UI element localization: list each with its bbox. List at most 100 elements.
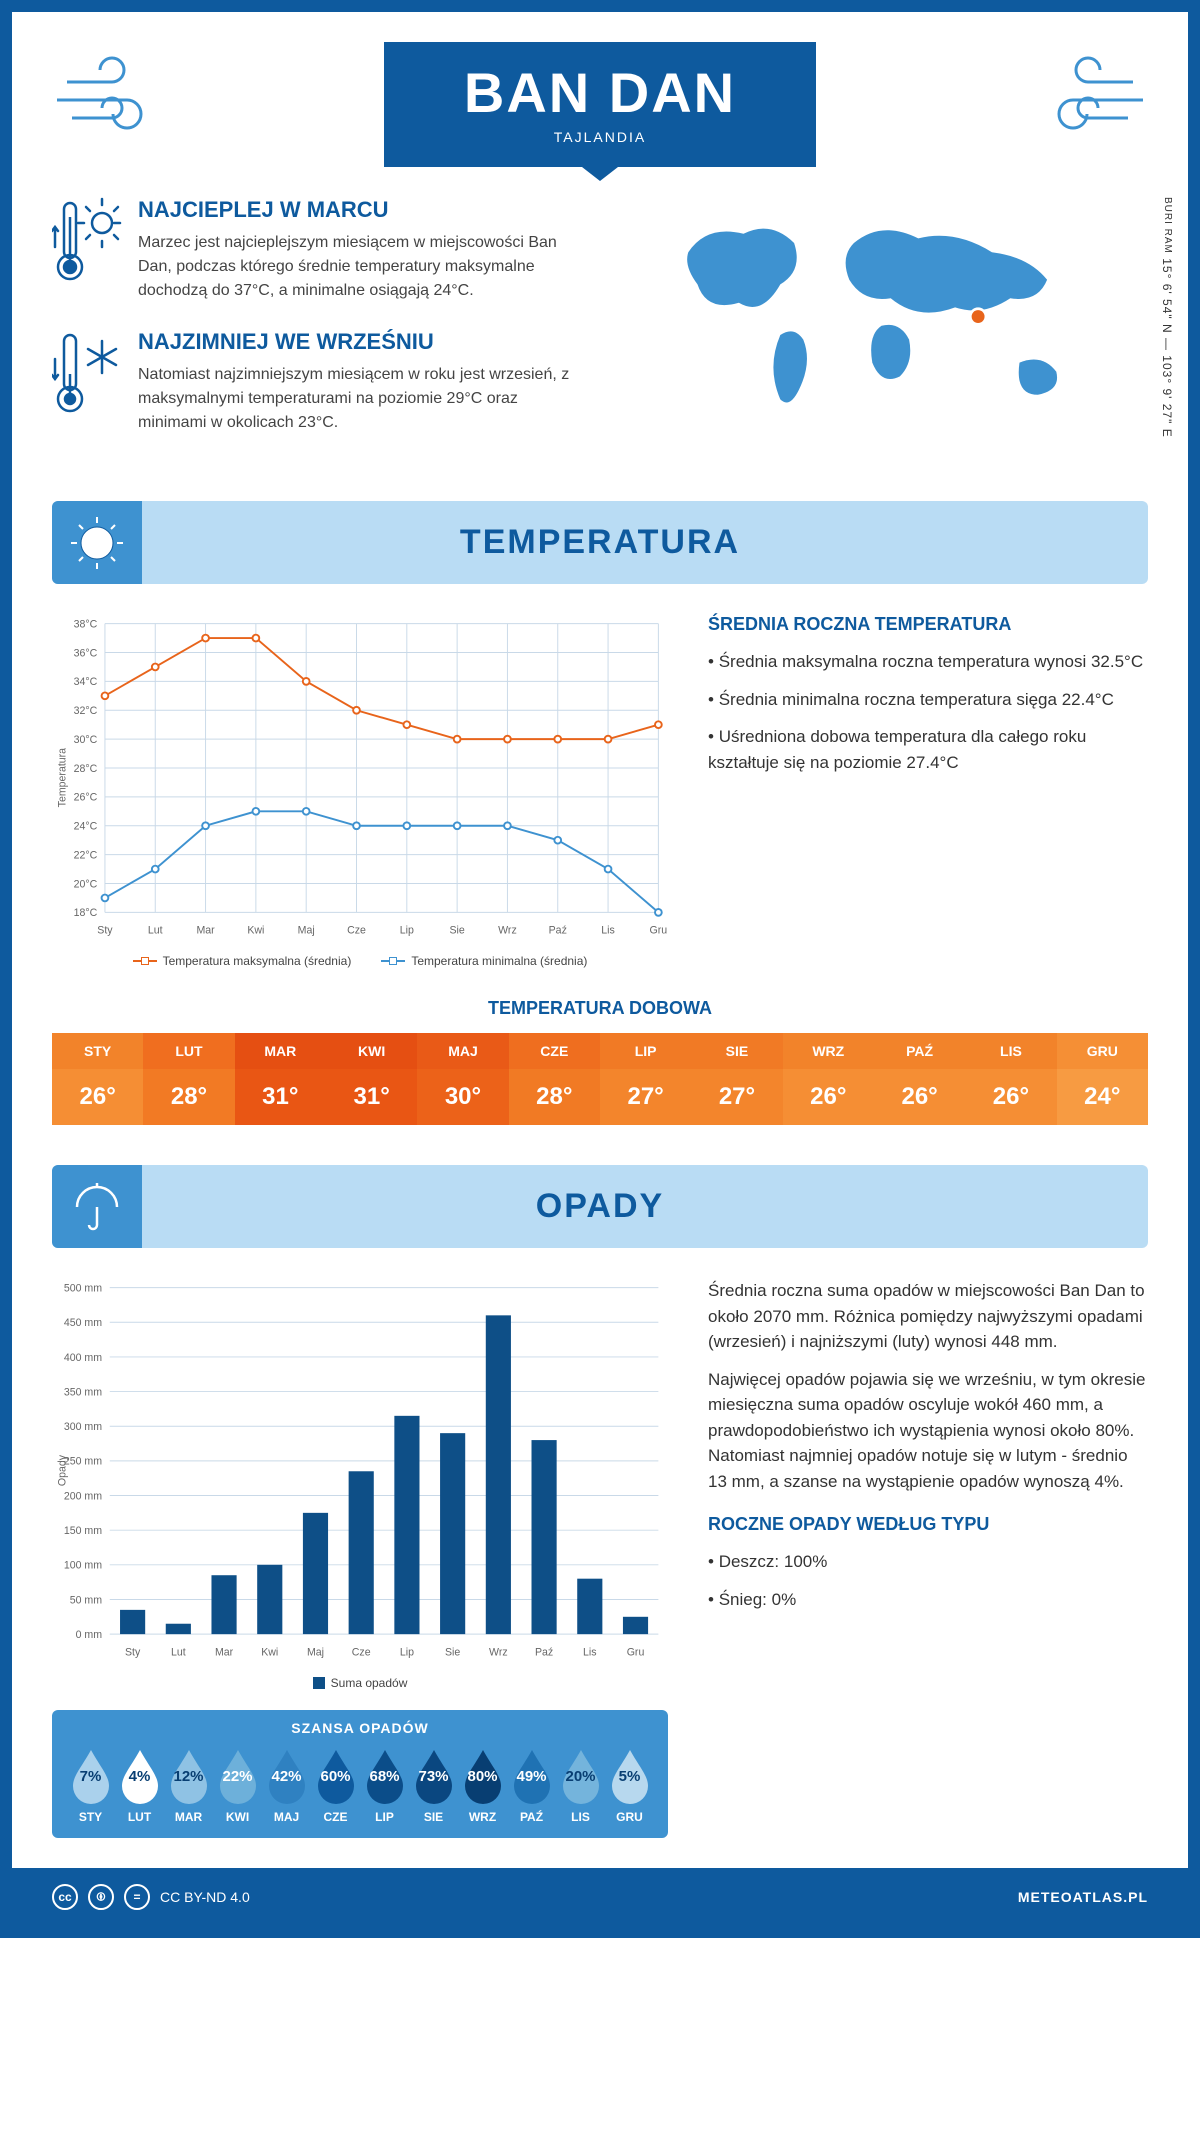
svg-text:Cze: Cze bbox=[347, 925, 366, 937]
drop-percent: 4% bbox=[129, 1768, 151, 1785]
fact-coldest-title: NAJZIMNIEJ WE WRZEŚNIU bbox=[138, 329, 585, 355]
rain-chance-drops: 7%STY4%LUT12%MAR22%KWI42%MAJ60%CZE68%LIP… bbox=[66, 1746, 654, 1824]
daily-month: LIP bbox=[600, 1033, 691, 1069]
drop-percent: 12% bbox=[173, 1768, 203, 1785]
svg-text:30°C: 30°C bbox=[74, 734, 98, 746]
section-title-temperature: TEMPERATURA bbox=[52, 523, 1148, 562]
raindrop-icon: 4% bbox=[116, 1746, 164, 1804]
drop-cell: 7%STY bbox=[66, 1746, 115, 1824]
footer-site: METEOATLAS.PL bbox=[1018, 1889, 1148, 1905]
drop-cell: 20%LIS bbox=[556, 1746, 605, 1824]
svg-text:Wrz: Wrz bbox=[498, 925, 517, 937]
temp-bullets: Średnia maksymalna roczna temperatura wy… bbox=[708, 649, 1148, 775]
temperature-legend: Temperatura maksymalna (średnia) Tempera… bbox=[52, 954, 668, 968]
coordinates: BURI RAM 15° 6' 54" N — 103° 9' 27" E bbox=[1160, 197, 1174, 438]
license-text: CC BY-ND 4.0 bbox=[160, 1889, 250, 1905]
temperature-line-chart: 18°C20°C22°C24°C26°C28°C30°C32°C34°C36°C… bbox=[52, 614, 668, 941]
svg-text:36°C: 36°C bbox=[74, 647, 98, 659]
rain-chance-panel: SZANSA OPADÓW 7%STY4%LUT12%MAR22%KWI42%M… bbox=[52, 1710, 668, 1838]
drop-month: GRU bbox=[605, 1810, 654, 1824]
svg-text:Lis: Lis bbox=[583, 1647, 597, 1659]
drop-cell: 12%MAR bbox=[164, 1746, 213, 1824]
svg-text:Lip: Lip bbox=[400, 1647, 414, 1659]
raindrop-icon: 12% bbox=[165, 1746, 213, 1804]
fact-warmest: NAJCIEPLEJ W MARCU Marzec jest najcieple… bbox=[52, 197, 585, 303]
type-bullet: Śnieg: 0% bbox=[708, 1587, 1148, 1613]
svg-text:Mar: Mar bbox=[196, 925, 215, 937]
daily-cell: LIP27° bbox=[600, 1033, 691, 1125]
raindrop-icon: 22% bbox=[214, 1746, 262, 1804]
drop-month: LIS bbox=[556, 1810, 605, 1824]
svg-text:38°C: 38°C bbox=[74, 618, 98, 630]
coords-text: 15° 6' 54" N — 103° 9' 27" E bbox=[1160, 258, 1174, 437]
svg-text:Mar: Mar bbox=[215, 1647, 234, 1659]
fact-warmest-title: NAJCIEPLEJ W MARCU bbox=[138, 197, 585, 223]
daily-value: 27° bbox=[600, 1069, 691, 1125]
daily-value: 26° bbox=[52, 1069, 143, 1125]
svg-text:250 mm: 250 mm bbox=[64, 1456, 102, 1468]
svg-text:350 mm: 350 mm bbox=[64, 1387, 102, 1399]
temperature-chart: 18°C20°C22°C24°C26°C28°C30°C32°C34°C36°C… bbox=[52, 614, 668, 968]
svg-text:Lut: Lut bbox=[171, 1647, 186, 1659]
thermometer-sun-icon bbox=[52, 197, 122, 303]
daily-month: MAR bbox=[235, 1033, 326, 1069]
svg-text:Gru: Gru bbox=[650, 925, 668, 937]
daily-value: 24° bbox=[1057, 1069, 1148, 1125]
temp-bullet: Uśredniona dobowa temperatura dla całego… bbox=[708, 724, 1148, 775]
svg-text:400 mm: 400 mm bbox=[64, 1352, 102, 1364]
precip-bytype-title: ROCZNE OPADY WEDŁUG TYPU bbox=[708, 1514, 1148, 1535]
fact-warmest-text: Marzec jest najcieplejszym miesiącem w m… bbox=[138, 231, 585, 303]
precipitation-row: 0 mm50 mm100 mm150 mm200 mm250 mm300 mm3… bbox=[52, 1278, 1148, 1838]
drop-cell: 80% WRZ bbox=[458, 1746, 507, 1824]
legend-swatch-rain bbox=[313, 1677, 325, 1689]
svg-text:50 mm: 50 mm bbox=[70, 1595, 103, 1607]
raindrop-icon: 5% bbox=[606, 1746, 654, 1804]
by-icon: 🅯 bbox=[88, 1884, 114, 1910]
type-bullet: Deszcz: 100% bbox=[708, 1549, 1148, 1575]
svg-text:22°C: 22°C bbox=[74, 849, 98, 861]
raindrop-icon: 7% bbox=[67, 1746, 115, 1804]
drop-percent: 60% bbox=[320, 1768, 350, 1785]
title-banner: BAN DAN TAJLANDIA bbox=[384, 42, 816, 167]
svg-text:Sty: Sty bbox=[97, 925, 113, 937]
location-title: BAN DAN bbox=[464, 60, 736, 125]
map-column: BURI RAM 15° 6' 54" N — 103° 9' 27" E bbox=[615, 197, 1148, 461]
daily-value: 26° bbox=[874, 1069, 965, 1125]
page: BAN DAN TAJLANDIA NAJCIEPLEJ W MARCU Mar… bbox=[0, 0, 1200, 1938]
svg-text:Lut: Lut bbox=[148, 925, 163, 937]
daily-cell: PAŹ26° bbox=[874, 1033, 965, 1125]
svg-text:Gru: Gru bbox=[627, 1647, 645, 1659]
drop-month: WRZ bbox=[458, 1810, 507, 1824]
section-header-temperature: TEMPERATURA bbox=[52, 501, 1148, 584]
daily-value: 27° bbox=[691, 1069, 782, 1125]
drop-cell: 5% GRU bbox=[605, 1746, 654, 1824]
fact-body: NAJCIEPLEJ W MARCU Marzec jest najcieple… bbox=[138, 197, 585, 303]
daily-cell: MAR31° bbox=[235, 1033, 326, 1125]
fact-body: NAJZIMNIEJ WE WRZEŚNIU Natomiast najzimn… bbox=[138, 329, 585, 435]
precipitation-summary: Średnia roczna suma opadów w miejscowośc… bbox=[708, 1278, 1148, 1838]
wind-icon bbox=[1038, 52, 1148, 147]
svg-text:Maj: Maj bbox=[307, 1647, 324, 1659]
legend-max: Temperatura maksymalna (średnia) bbox=[133, 954, 352, 968]
drop-month: CZE bbox=[311, 1810, 360, 1824]
legend-max-label: Temperatura maksymalna (średnia) bbox=[163, 954, 352, 968]
precip-p2: Najwięcej opadów pojawia się we wrześniu… bbox=[708, 1367, 1148, 1495]
drop-month: PAŹ bbox=[507, 1810, 556, 1824]
raindrop-icon: 80% bbox=[459, 1746, 507, 1804]
drop-percent: 5% bbox=[619, 1768, 641, 1785]
svg-text:32°C: 32°C bbox=[74, 705, 98, 717]
drop-percent: 68% bbox=[369, 1768, 399, 1785]
legend-swatch-min bbox=[381, 960, 405, 962]
temp-bullet: Średnia minimalna roczna temperatura się… bbox=[708, 687, 1148, 713]
daily-cell: CZE28° bbox=[509, 1033, 600, 1125]
daily-value: 28° bbox=[509, 1069, 600, 1125]
temp-summary-title: ŚREDNIA ROCZNA TEMPERATURA bbox=[708, 614, 1148, 635]
svg-text:24°C: 24°C bbox=[74, 821, 98, 833]
daily-value: 26° bbox=[783, 1069, 874, 1125]
daily-cell: WRZ26° bbox=[783, 1033, 874, 1125]
daily-temp-title: TEMPERATURA DOBOWA bbox=[52, 998, 1148, 1019]
svg-text:Lip: Lip bbox=[400, 925, 414, 937]
svg-text:Sie: Sie bbox=[449, 925, 464, 937]
precipitation-bar-chart: 0 mm50 mm100 mm150 mm200 mm250 mm300 mm3… bbox=[52, 1278, 668, 1663]
daily-month: PAŹ bbox=[874, 1033, 965, 1069]
